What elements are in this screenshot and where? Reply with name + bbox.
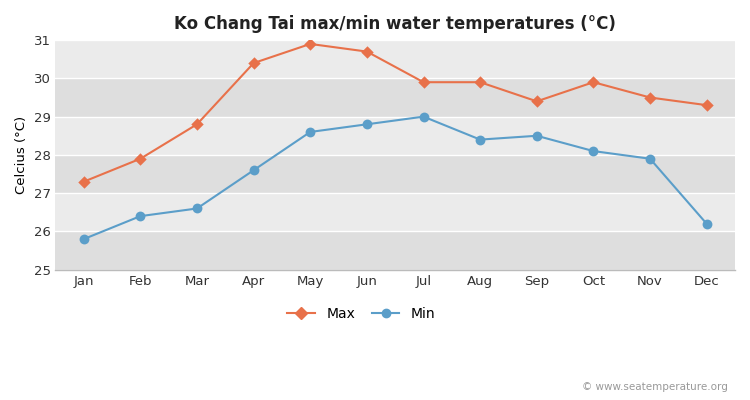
Point [418, 79, 430, 86]
Point [248, 60, 259, 66]
Point [587, 79, 599, 86]
Bar [56, 117, 735, 155]
Point [700, 220, 712, 227]
Point [531, 98, 543, 104]
Point [644, 94, 656, 101]
Point [191, 205, 203, 212]
Point [361, 48, 373, 55]
Point [644, 156, 656, 162]
Point [700, 102, 712, 108]
Bar [56, 232, 735, 270]
Bar [56, 155, 735, 193]
Point [134, 156, 146, 162]
Point [304, 129, 316, 135]
Point [474, 79, 486, 86]
Text: © www.seatemperature.org: © www.seatemperature.org [582, 382, 728, 392]
Bar [56, 78, 735, 117]
Point [134, 213, 146, 219]
Title: Ko Chang Tai max/min water temperatures (°C): Ko Chang Tai max/min water temperatures … [174, 15, 616, 33]
Bar [56, 40, 735, 78]
Point [418, 114, 430, 120]
Point [361, 121, 373, 128]
Point [78, 236, 90, 242]
Point [531, 132, 543, 139]
Bar [56, 193, 735, 232]
Point [304, 41, 316, 47]
Point [248, 167, 259, 174]
Point [474, 136, 486, 143]
Legend: Max, Min: Max, Min [282, 302, 441, 327]
Point [191, 121, 203, 128]
Point [587, 148, 599, 154]
Point [78, 178, 90, 185]
Y-axis label: Celcius (°C): Celcius (°C) [15, 116, 28, 194]
